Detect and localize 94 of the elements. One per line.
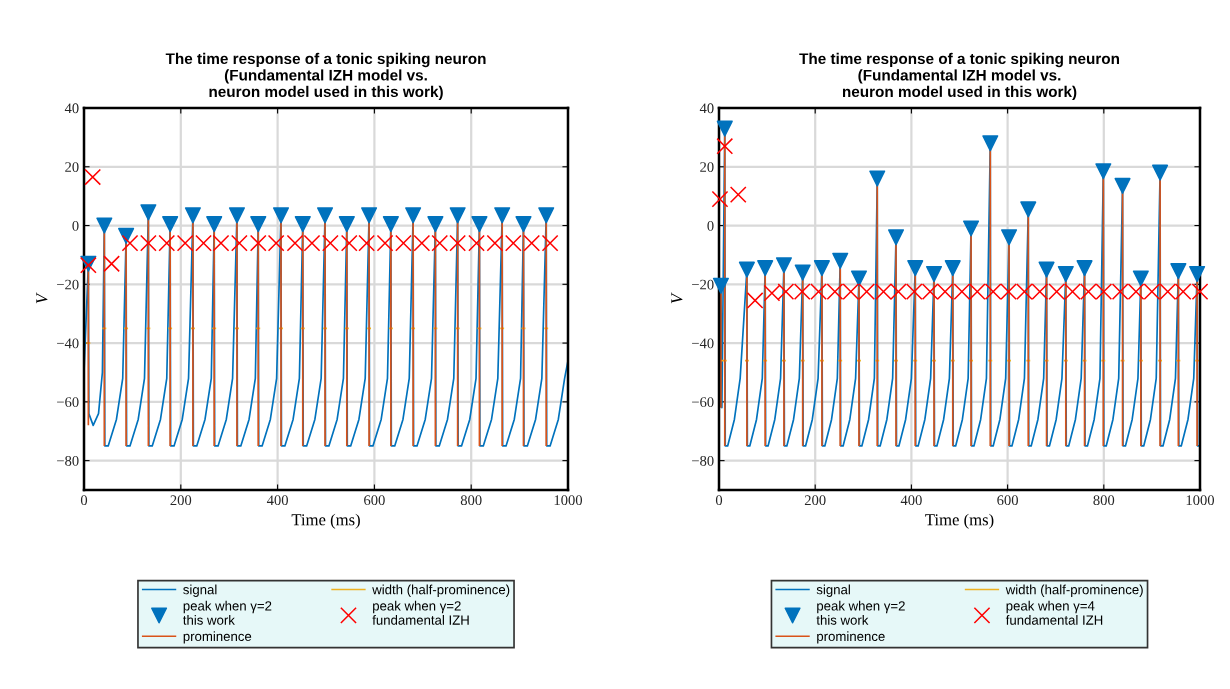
- point: [449, 207, 466, 224]
- point: [746, 292, 764, 309]
- y-axis-title: V: [36, 292, 48, 304]
- y-tick-label: 0: [707, 220, 714, 231]
- point: [272, 207, 290, 224]
- point: [96, 217, 113, 234]
- x-axis-title: Time (ms): [291, 513, 360, 529]
- point: [850, 270, 868, 287]
- x-tick-label: 200: [804, 495, 826, 506]
- y-tick-label: 20: [65, 162, 79, 172]
- y-tick-label: 40: [699, 103, 714, 114]
- point: [944, 260, 961, 277]
- point: [118, 227, 135, 244]
- point: [729, 186, 747, 204]
- point: [1076, 260, 1093, 277]
- point: [515, 216, 532, 233]
- point: [716, 120, 733, 137]
- y-tick-label: 20: [700, 162, 714, 172]
- y-tick-label: −60: [57, 397, 79, 408]
- x-tick-label: 0: [80, 495, 88, 506]
- point: [832, 252, 849, 269]
- legend-label: prominence: [817, 631, 885, 644]
- point: [84, 168, 102, 186]
- chart-title: The time response of a tonic spiking neuron (Fundamental IZH model vs. neuron model used in this work): [165, 52, 486, 101]
- point: [887, 229, 905, 246]
- point: [316, 207, 334, 224]
- point: [1020, 201, 1037, 218]
- point: [250, 216, 267, 233]
- point: [757, 260, 774, 277]
- point: [1132, 270, 1149, 287]
- point: [184, 207, 201, 224]
- point: [1114, 177, 1131, 194]
- point: [1095, 163, 1112, 180]
- y-tick-label: −20: [692, 279, 714, 290]
- x-tick-label: 600: [364, 495, 385, 506]
- legend-label: peak when γ=4 fundamental IZH: [1005, 600, 1103, 625]
- y-tick-label: −80: [57, 455, 79, 466]
- x-tick-label: 0: [715, 495, 723, 506]
- point: [405, 207, 422, 224]
- point: [1000, 229, 1018, 246]
- point: [813, 260, 830, 277]
- point: [471, 216, 488, 233]
- point: [294, 216, 311, 233]
- point: [794, 264, 811, 281]
- chart-title: The time response of a tonic spiking neuron (Fundamental IZH model vs. neuron model used in this work): [799, 52, 1120, 101]
- x-tick-label: 1000: [1186, 495, 1215, 506]
- x-tick-label: 400: [900, 495, 922, 506]
- x-tick-label: 800: [1093, 495, 1115, 506]
- point: [1170, 263, 1187, 280]
- y-tick-label: 40: [64, 103, 79, 114]
- point: [716, 137, 734, 155]
- point: [1038, 261, 1055, 278]
- x-axis-title: Time (ms): [925, 513, 994, 529]
- x-tick-label: 1000: [554, 495, 583, 506]
- point: [1057, 265, 1074, 283]
- legend-label: signal: [183, 584, 217, 597]
- point: [361, 207, 378, 224]
- y-tick-label: −80: [692, 455, 714, 466]
- point: [1189, 265, 1206, 283]
- point: [228, 207, 245, 224]
- legend-label: width (half-prominence): [372, 584, 510, 597]
- point: [1152, 164, 1169, 181]
- y-tick-label: −40: [692, 338, 714, 349]
- point: [338, 216, 355, 233]
- x-tick-label: 600: [997, 495, 1018, 506]
- point: [140, 204, 157, 221]
- point: [494, 207, 511, 224]
- x-tick-label: 800: [460, 495, 482, 506]
- point: [982, 135, 999, 152]
- x-tick-label: 200: [170, 495, 192, 506]
- y-tick-label: −20: [57, 279, 79, 290]
- point: [907, 260, 924, 277]
- point: [206, 216, 223, 233]
- point: [427, 216, 444, 233]
- legend-label: peak when γ=2 fundamental IZH: [372, 600, 469, 625]
- legend-label: width (half-prominence): [1005, 584, 1143, 597]
- point: [962, 220, 980, 237]
- legend-label: signal: [816, 584, 850, 597]
- y-tick-label: −40: [57, 338, 79, 349]
- point: [711, 190, 729, 208]
- y-tick-label: −60: [692, 397, 714, 408]
- point: [538, 207, 555, 224]
- point: [712, 277, 729, 294]
- y-tick-label: 0: [72, 220, 79, 231]
- point: [382, 216, 399, 233]
- point: [869, 170, 886, 187]
- point: [738, 261, 755, 278]
- y-axis-title: V: [671, 292, 683, 304]
- x-tick-label: 400: [266, 495, 288, 506]
- point: [925, 265, 943, 283]
- point: [775, 257, 792, 274]
- point: [103, 255, 120, 273]
- point: [162, 216, 179, 233]
- legend-label: prominence: [183, 631, 252, 644]
